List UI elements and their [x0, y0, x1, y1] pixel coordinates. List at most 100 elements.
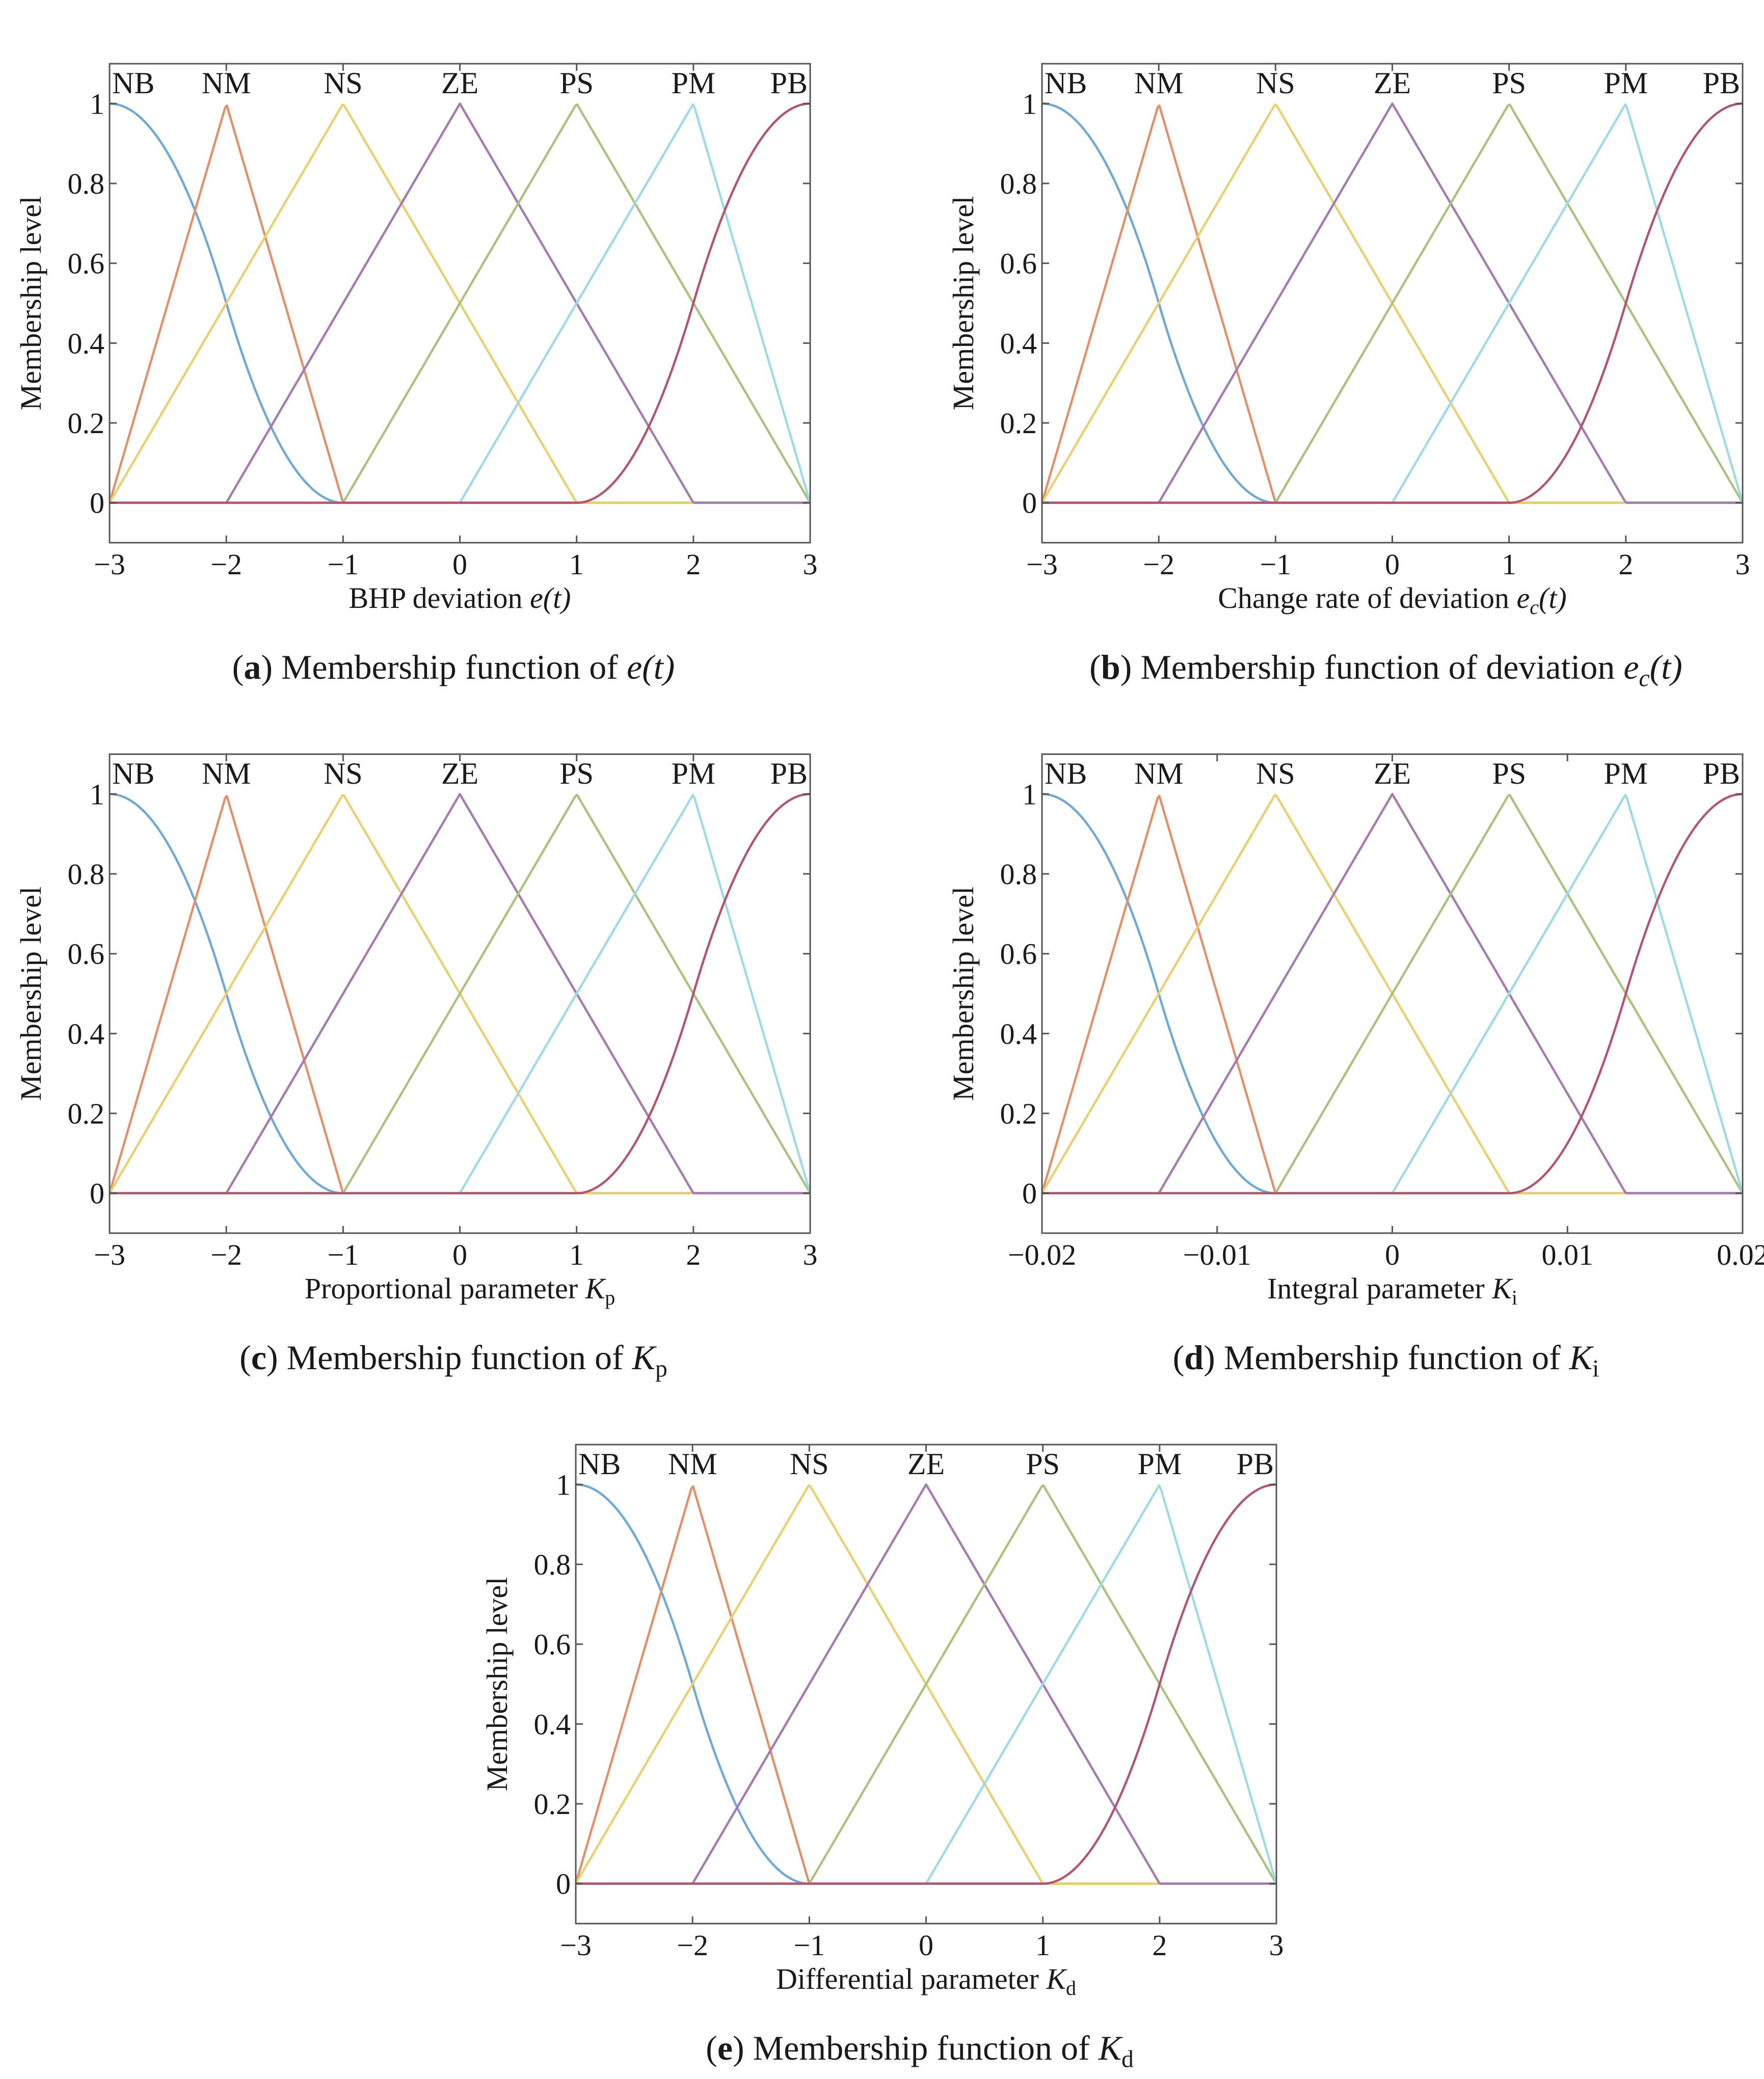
x-tick-label: 0: [452, 1238, 467, 1271]
y-tick-label: 0: [90, 487, 104, 520]
mf-label-pm: PM: [671, 757, 715, 790]
y-tick-label: 0.6: [534, 1628, 571, 1661]
caption-d: (d) Membership function of Ki: [1172, 1338, 1599, 1382]
x-tick-label: 0.01: [1542, 1238, 1594, 1271]
y-tick-label: 1: [1022, 87, 1037, 120]
x-tick-label: −1: [1260, 548, 1291, 581]
x-tick-label: 1: [569, 548, 584, 581]
mf-label-pb: PB: [770, 757, 808, 790]
mf-label-nb: NB: [578, 1447, 621, 1481]
x-tick-label: 0: [919, 1929, 933, 1962]
y-tick-label: 0.6: [68, 247, 105, 280]
x-tick-label: −1: [793, 1929, 825, 1962]
series-line-pb: [1042, 793, 1743, 1194]
panel-d: −0.02 −0.01 0 0.01 0.02 0 0.2 0.4 0.6 0.8 1 NB NM NS Z…: [932, 711, 1764, 1389]
x-tick-label: 2: [1618, 548, 1633, 581]
mf-label-ps: PS: [559, 66, 594, 100]
y-tick-label: 0.8: [1000, 858, 1037, 891]
y-tick-label: 1: [90, 87, 104, 120]
x-tick-label: 3: [803, 548, 818, 581]
panel-b: −3 −2 −1 0 1 2 3 0 0.2 0.4 0.6 0.8 1 NB NM NS ZE PS PM PB Me…: [932, 20, 1764, 698]
mf-label-nm: NM: [1134, 757, 1184, 790]
x-tick-label: 0: [1385, 1238, 1400, 1271]
series-line-pb: [1042, 102, 1743, 504]
caption-a: (a) Membership function of e(t): [232, 648, 675, 686]
y-tick-label: 0.6: [1000, 938, 1037, 971]
x-tick-label: 2: [1152, 1929, 1167, 1962]
mf-label-nb: NB: [1045, 66, 1087, 100]
y-tick-label: 0: [556, 1868, 571, 1901]
x-axis-label: Integral parameter Ki: [1267, 1272, 1517, 1309]
mf-label-pb: PB: [1237, 1447, 1274, 1481]
series-line-ps: [110, 794, 811, 1194]
y-axis-label: Membership level: [14, 887, 47, 1101]
chart-d: −0.02 −0.01 0 0.01 0.02 0 0.2 0.4 0.6 0.8 1NB NM NS Z…: [947, 753, 1764, 1309]
mf-label-ze: ZE: [1374, 757, 1411, 790]
mf-label-pb: PB: [1703, 66, 1740, 100]
y-tick-label: 0.4: [68, 327, 105, 360]
caption-c: (c) Membership function of Kp: [239, 1338, 667, 1382]
y-tick-label: 1: [90, 778, 104, 811]
mf-label-ns: NS: [324, 757, 363, 790]
y-tick-label: 0.8: [534, 1548, 571, 1581]
mf-label-ns: NS: [1256, 757, 1295, 790]
x-tick-label: 1: [1035, 1929, 1050, 1962]
x-axis-label: Differential parameter Kd: [776, 1962, 1076, 2000]
panel-e: −3 −2 −1 0 1 2 3 0 0.2 0.4 0.6 0.8 1 NB NM NS ZE PS PM PB Me…: [466, 1401, 1373, 2079]
x-tick-label: −3: [94, 1238, 125, 1271]
y-tick-label: 0.8: [68, 167, 105, 200]
mf-label-pm: PM: [1137, 1447, 1182, 1481]
mf-label-nb: NB: [112, 757, 154, 790]
y-axis-label: Membership level: [480, 1577, 514, 1791]
panel-a: −3 −2 −1 0 1 2 3 0 0.2 0.4 0.6 0.8 1 NB NM NS ZE PS PM PB Me…: [0, 20, 907, 698]
x-tick-label: 1: [569, 1238, 584, 1271]
mf-label-nb: NB: [1045, 757, 1087, 790]
series-line-pb: [576, 1483, 1277, 1885]
x-tick-label: −0.02: [1008, 1238, 1076, 1271]
y-tick-label: 0.4: [1000, 327, 1037, 360]
x-tick-label: −3: [1026, 548, 1058, 581]
x-axis-label: BHP deviation e(t): [349, 581, 571, 615]
y-tick-label: 0.2: [1000, 407, 1037, 440]
mf-label-ps: PS: [1492, 66, 1526, 100]
mf-label-pm: PM: [1603, 757, 1648, 790]
x-tick-label: 0: [1385, 548, 1400, 581]
y-axis-label: Membership level: [947, 887, 980, 1101]
y-tick-label: 0: [90, 1177, 104, 1210]
mf-label-ze: ZE: [907, 1447, 945, 1481]
series-line-ps: [1042, 103, 1744, 504]
mf-label-pb: PB: [1703, 757, 1740, 790]
y-tick-label: 0.8: [68, 858, 105, 891]
x-tick-label: −2: [677, 1929, 708, 1962]
x-tick-label: −1: [327, 548, 359, 581]
series-line-ps: [110, 103, 811, 504]
x-tick-label: 3: [1269, 1929, 1284, 1962]
x-tick-label: 2: [686, 548, 701, 581]
mf-label-ps: PS: [559, 757, 594, 790]
y-tick-label: 0.4: [68, 1017, 105, 1050]
y-axis-label: Membership level: [14, 196, 47, 410]
y-tick-label: 1: [556, 1468, 571, 1501]
x-tick-label: 3: [1735, 548, 1750, 581]
x-tick-label: −2: [210, 1238, 242, 1271]
series-line-ps: [576, 1484, 1277, 1885]
x-axis-label: Proportional parameter Kp: [305, 1272, 616, 1309]
y-axis-label: Membership level: [947, 196, 980, 410]
y-tick-label: 0.4: [1000, 1017, 1037, 1050]
x-axis-label: Change rate of deviation ec(t): [1218, 581, 1567, 619]
mf-label-nb: NB: [112, 66, 154, 100]
x-tick-label: 2: [686, 1238, 701, 1271]
mf-label-pm: PM: [671, 66, 715, 100]
x-tick-label: −3: [560, 1929, 592, 1962]
x-tick-label: 0.02: [1717, 1238, 1764, 1271]
mf-label-nm: NM: [202, 66, 251, 100]
series-line-ps: [1042, 793, 1744, 1194]
mf-label-ze: ZE: [441, 66, 478, 100]
y-tick-label: 0: [1022, 1177, 1037, 1210]
series-line-pb: [110, 102, 811, 504]
mf-label-ze: ZE: [1374, 66, 1411, 100]
